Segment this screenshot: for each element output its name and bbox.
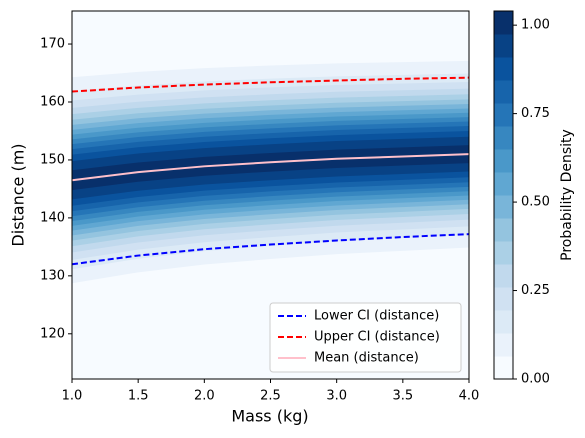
x-tick-label: 2.5 — [260, 389, 281, 404]
legend-label: Upper CI (distance) — [314, 330, 440, 345]
colorbar-band — [494, 149, 513, 173]
colorbar-tick-label: 0.75 — [521, 106, 550, 121]
y-tick-label: 160 — [40, 94, 65, 109]
series-line — [72, 76, 469, 93]
series-line — [72, 233, 469, 266]
colorbar-band — [494, 34, 513, 58]
colorbar-band — [494, 287, 513, 311]
y-tick-label: 150 — [40, 152, 65, 167]
colorbar-band — [494, 241, 513, 265]
colorbar-band — [494, 264, 513, 288]
x-tick-label: 2.0 — [194, 389, 215, 404]
colorbar-band — [494, 57, 513, 81]
x-axis-label: Mass (kg) — [231, 407, 308, 426]
y-tick-label: 170 — [40, 37, 65, 52]
colorbar-label: Probability Density — [559, 129, 575, 261]
legend-label: Mean (distance) — [314, 351, 419, 366]
y-tick-label: 140 — [40, 210, 65, 225]
colorbar-tick-label: 0.00 — [521, 372, 550, 387]
contour-band — [72, 145, 469, 191]
colorbar-tick-label: 1.00 — [521, 18, 550, 33]
colorbar-band — [494, 218, 513, 242]
legend-box — [269, 302, 462, 373]
y-tick-label: 130 — [40, 268, 65, 283]
y-axis-label: Distance (m) — [9, 143, 28, 246]
colorbar-band — [494, 126, 513, 150]
y-tick-label: 120 — [40, 326, 65, 341]
colorbar-band — [494, 80, 513, 104]
series-line — [72, 153, 469, 182]
x-tick-label: 1.5 — [128, 389, 149, 404]
colorbar-frame — [493, 10, 514, 380]
colorbar-band — [494, 11, 513, 35]
colorbar-band — [494, 333, 513, 357]
plot-area — [72, 11, 469, 379]
x-tick-label: 4.0 — [459, 389, 480, 404]
colorbar-band — [494, 103, 513, 127]
colorbar-tick-label: 0.50 — [521, 195, 550, 210]
colorbar-band — [494, 172, 513, 196]
colorbar-band — [494, 195, 513, 219]
x-tick-label: 1.0 — [62, 389, 83, 404]
x-tick-label: 3.5 — [392, 389, 413, 404]
colorbar-tick-label: 0.25 — [521, 283, 550, 298]
x-tick-label: 3.0 — [326, 389, 347, 404]
legend-label: Lower CI (distance) — [314, 309, 439, 324]
colorbar-band — [494, 310, 513, 334]
colorbar-band — [494, 356, 513, 380]
